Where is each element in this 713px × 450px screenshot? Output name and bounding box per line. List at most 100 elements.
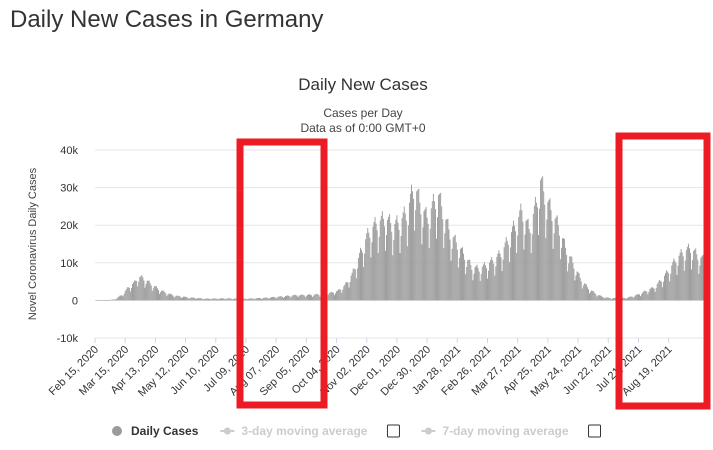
bar[interactable]: [675, 263, 677, 301]
bar[interactable]: [252, 298, 254, 301]
bar[interactable]: [523, 249, 525, 301]
bar[interactable]: [457, 267, 459, 301]
bar[interactable]: [294, 294, 296, 301]
bar[interactable]: [531, 234, 533, 301]
bar[interactable]: [245, 298, 247, 301]
bar[interactable]: [552, 248, 554, 301]
bar[interactable]: [464, 259, 466, 301]
bar[interactable]: [702, 254, 704, 301]
legend-checkbox[interactable]: [386, 424, 400, 438]
bar[interactable]: [332, 292, 334, 301]
bar[interactable]: [650, 288, 652, 301]
bar[interactable]: [196, 298, 198, 301]
bar[interactable]: [487, 278, 488, 301]
bar[interactable]: [651, 286, 653, 301]
bar[interactable]: [357, 257, 359, 301]
bar[interactable]: [180, 298, 182, 301]
bar[interactable]: [589, 293, 590, 301]
bar[interactable]: [501, 271, 503, 301]
bar[interactable]: [251, 298, 253, 301]
bar[interactable]: [110, 299, 112, 301]
bar[interactable]: [244, 298, 246, 301]
bar[interactable]: [304, 297, 306, 301]
bar[interactable]: [271, 297, 273, 301]
bar[interactable]: [427, 223, 429, 301]
bar[interactable]: [622, 297, 624, 301]
bar[interactable]: [550, 210, 552, 301]
bar[interactable]: [254, 298, 256, 301]
bar[interactable]: [151, 290, 153, 301]
bar[interactable]: [318, 294, 320, 301]
bar[interactable]: [655, 288, 657, 301]
bar[interactable]: [553, 233, 555, 301]
bar[interactable]: [614, 297, 615, 301]
bar[interactable]: [374, 217, 376, 301]
bar[interactable]: [161, 290, 163, 301]
bar[interactable]: [648, 291, 650, 301]
bar[interactable]: [162, 290, 164, 301]
bar[interactable]: [214, 298, 216, 301]
bar[interactable]: [636, 294, 638, 301]
bar[interactable]: [287, 295, 289, 301]
bar[interactable]: [577, 272, 579, 301]
bar[interactable]: [600, 295, 602, 301]
bar[interactable]: [198, 298, 200, 301]
bar[interactable]: [624, 298, 626, 301]
bar[interactable]: [235, 298, 237, 301]
bar[interactable]: [471, 269, 473, 301]
bar[interactable]: [184, 296, 186, 301]
bar[interactable]: [335, 293, 336, 301]
bar[interactable]: [441, 206, 443, 301]
bar[interactable]: [152, 288, 154, 301]
bar[interactable]: [542, 176, 544, 301]
bar[interactable]: [625, 298, 627, 301]
bar[interactable]: [272, 296, 274, 301]
bar[interactable]: [101, 300, 103, 301]
bar[interactable]: [518, 216, 520, 301]
bar[interactable]: [293, 294, 295, 301]
bar[interactable]: [597, 295, 599, 301]
bar[interactable]: [701, 256, 703, 301]
bar[interactable]: [311, 295, 313, 301]
bar[interactable]: [377, 253, 379, 301]
bar[interactable]: [388, 216, 390, 301]
bar[interactable]: [459, 248, 461, 301]
bar[interactable]: [105, 300, 107, 301]
bar[interactable]: [430, 208, 432, 301]
bar[interactable]: [146, 280, 148, 301]
bar[interactable]: [202, 299, 204, 301]
bar[interactable]: [626, 298, 628, 301]
bar[interactable]: [582, 285, 584, 301]
bar[interactable]: [593, 291, 595, 301]
bar[interactable]: [468, 259, 470, 301]
bar[interactable]: [113, 299, 115, 301]
bar[interactable]: [397, 222, 399, 301]
bar[interactable]: [658, 280, 660, 301]
bar[interactable]: [477, 268, 479, 301]
bar[interactable]: [503, 247, 505, 301]
legend-item-2[interactable]: 3-day moving average: [220, 424, 400, 438]
bar[interactable]: [481, 266, 483, 301]
bar[interactable]: [118, 296, 120, 301]
bar[interactable]: [517, 235, 519, 301]
bar[interactable]: [642, 292, 644, 301]
bar[interactable]: [249, 298, 251, 301]
bar[interactable]: [677, 265, 679, 301]
bar[interactable]: [257, 297, 259, 301]
bar[interactable]: [667, 271, 669, 301]
bar[interactable]: [99, 300, 101, 301]
bar[interactable]: [508, 262, 510, 301]
bar[interactable]: [378, 236, 380, 301]
bar[interactable]: [437, 217, 438, 301]
bar[interactable]: [546, 219, 548, 301]
bar[interactable]: [177, 295, 179, 301]
bar[interactable]: [143, 280, 145, 301]
bar[interactable]: [411, 184, 412, 301]
bar[interactable]: [572, 262, 574, 301]
bar[interactable]: [419, 202, 421, 301]
bar[interactable]: [444, 233, 446, 301]
bar[interactable]: [420, 214, 422, 301]
bar[interactable]: [149, 283, 151, 301]
bar[interactable]: [488, 270, 490, 301]
bar[interactable]: [329, 292, 331, 301]
